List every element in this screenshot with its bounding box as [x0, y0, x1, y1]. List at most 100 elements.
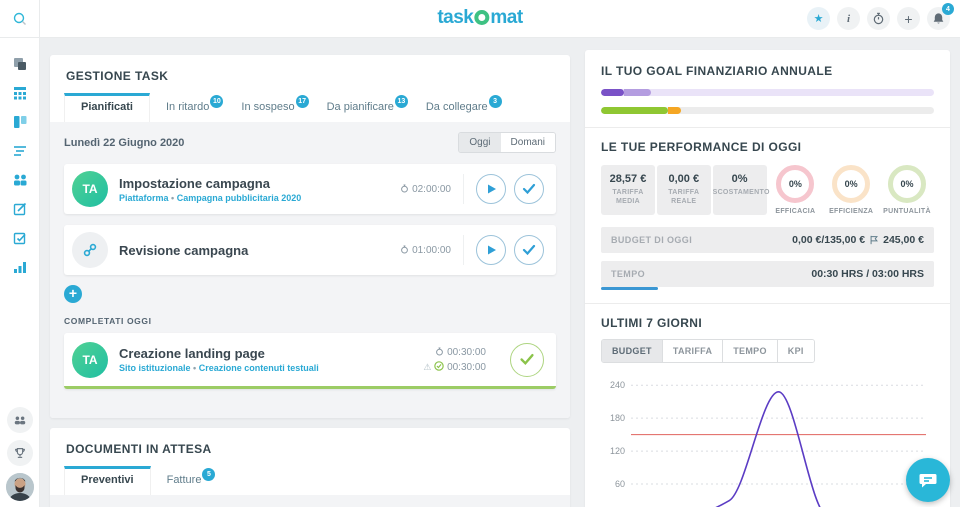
- chart-metric-buttons: BUDGET TARIFFA TEMPO KPI: [601, 339, 815, 363]
- tab-badge: 3: [488, 95, 502, 108]
- user-avatar[interactable]: [5, 473, 34, 501]
- divider: [585, 303, 950, 304]
- stat-scostamento: 0% SCOSTAMENTO: [712, 165, 769, 215]
- favorites-button[interactable]: ★: [807, 7, 830, 30]
- goal-bar1-segment-light: [624, 89, 651, 96]
- task-project-link[interactable]: Sito istituzionale: [119, 363, 191, 373]
- stat-label: TARIFFA REALE: [668, 189, 700, 205]
- task-project-link[interactable]: Piattaforma: [119, 192, 169, 203]
- team-icon[interactable]: [12, 172, 28, 188]
- tasks-body: Lunedì 22 Giugno 2020 Oggi Domani TA Imp…: [50, 122, 570, 418]
- table-icon[interactable]: [12, 85, 28, 101]
- tab-label: Preventivi: [81, 474, 134, 486]
- linked-task-avatar: [72, 232, 108, 268]
- add-button[interactable]: +: [897, 7, 920, 30]
- stats-icon[interactable]: [12, 259, 28, 275]
- community-icon: [14, 416, 25, 425]
- star-icon: ★: [813, 13, 824, 25]
- stat-value: 0,00 €: [668, 173, 700, 185]
- top-header: task mat ★ i + 4: [0, 0, 960, 38]
- chat-button[interactable]: [906, 458, 950, 502]
- task-avatar: TA: [72, 171, 108, 207]
- header-actions: ★ i + 4: [807, 3, 954, 30]
- notifications-button[interactable]: 4: [927, 3, 954, 30]
- ring-value: 0%: [788, 179, 802, 189]
- add-task-button[interactable]: +: [64, 285, 82, 303]
- play-task-button[interactable]: [476, 235, 506, 265]
- tab-pianificati[interactable]: Pianificati: [64, 93, 150, 122]
- today-button[interactable]: Oggi: [459, 133, 501, 152]
- community-button[interactable]: [6, 407, 33, 433]
- duration-value: 02:00:00: [412, 183, 451, 195]
- task-row: Revisione campagna 01:00:00: [64, 225, 556, 275]
- tab-badge: 10: [210, 95, 224, 108]
- tab-in-ritardo[interactable]: In ritardo 10: [150, 93, 225, 122]
- planned-duration: 00:30:00: [447, 346, 486, 358]
- task-campaign-link[interactable]: Campagna pubblicitaria 2020: [176, 192, 302, 203]
- task-duration: 01:00:00: [400, 243, 463, 258]
- plus-icon: +: [904, 10, 913, 27]
- completed-check-button[interactable]: [510, 342, 544, 377]
- stat-value: 0%: [731, 173, 748, 185]
- tab-preventivi[interactable]: Preventivi: [64, 466, 151, 495]
- task-list-icon[interactable]: [12, 143, 28, 159]
- duration-value: 01:00:00: [412, 244, 451, 256]
- goal-progress-bar-1: [601, 89, 934, 96]
- complete-task-button[interactable]: [514, 235, 544, 265]
- info-button[interactable]: i: [837, 7, 860, 30]
- warning-icon: ⚠: [423, 361, 432, 372]
- meta-separator: •: [171, 192, 175, 203]
- date-label: Lunedì 22 Giugno 2020: [64, 136, 185, 149]
- avatar-photo-icon: [5, 473, 34, 501]
- documents-panel: DOCUMENTI IN ATTESA Preventivi Fatture 5: [50, 428, 570, 507]
- budget-label: BUDGET DI OGGI: [611, 235, 693, 245]
- tab-da-collegare[interactable]: Da collegare 3: [410, 93, 504, 122]
- task-actions: [498, 342, 556, 377]
- svg-text:120: 120: [610, 446, 625, 456]
- documents-tabs: Preventivi Fatture 5: [50, 466, 570, 495]
- task-campaign-link[interactable]: Creazione contenuti testuali: [198, 363, 319, 373]
- compose-icon[interactable]: [12, 201, 28, 217]
- budget-value: 0,00 €/135,00 €: [792, 234, 866, 246]
- task-title: Impostazione campagna: [119, 175, 270, 191]
- tempo-chart-button[interactable]: TEMPO: [722, 340, 777, 362]
- tab-badge: 17: [295, 95, 309, 108]
- budget-chart-button[interactable]: BUDGET: [602, 340, 662, 362]
- check-icon: [522, 183, 536, 195]
- tab-da-pianificare[interactable]: Da pianificare 13: [311, 93, 410, 122]
- stopwatch-icon: [401, 183, 409, 193]
- search-button[interactable]: [0, 0, 39, 38]
- last7-title: ULTIMI 7 GIORNI: [601, 316, 703, 330]
- tomorrow-button[interactable]: Domani: [500, 133, 555, 152]
- tab-label: In sospeso: [241, 101, 295, 113]
- tempo-label: TEMPO: [611, 269, 646, 279]
- task-duration: 02:00:00: [400, 182, 463, 197]
- tempo-value: 00:30 HRS / 03:00 HRS: [811, 268, 924, 280]
- stopwatch-icon: [873, 12, 884, 25]
- tab-in-sospeso[interactable]: In sospeso 17: [225, 93, 310, 122]
- trophy-button[interactable]: [6, 440, 33, 466]
- tariffa-chart-button[interactable]: TARIFFA: [661, 340, 723, 362]
- complete-task-button[interactable]: [514, 174, 544, 204]
- play-task-button[interactable]: [476, 174, 506, 204]
- play-icon: [488, 184, 496, 194]
- logo-text-task: task: [437, 7, 474, 28]
- kpi-chart-button[interactable]: KPI: [776, 340, 814, 362]
- check-square-icon[interactable]: [12, 230, 28, 246]
- task-title: Creazione landing page: [119, 346, 265, 361]
- notification-badge: 4: [942, 3, 954, 15]
- check-icon: [520, 353, 534, 366]
- performance-title: LE TUE PERFORMANCE DI OGGI: [601, 140, 802, 154]
- completed-task-row: TA Creazione landing page Sito istituzio…: [64, 333, 556, 389]
- projects-icon[interactable]: [12, 56, 28, 72]
- tab-badge: 13: [394, 95, 408, 108]
- stat-tariffa-reale: 0,00 € TARIFFA REALE: [656, 165, 711, 215]
- timer-button[interactable]: [867, 7, 890, 30]
- kanban-icon[interactable]: [12, 114, 28, 130]
- goal-bar2-segment-orange: [667, 107, 681, 114]
- logo-o-icon: [474, 10, 490, 25]
- flag-icon: [870, 235, 879, 245]
- link-icon: [83, 243, 97, 257]
- tasks-panel: GESTIONE TASK Pianificati In ritardo 10 I…: [50, 55, 570, 418]
- tab-fatture[interactable]: Fatture 5: [151, 466, 218, 495]
